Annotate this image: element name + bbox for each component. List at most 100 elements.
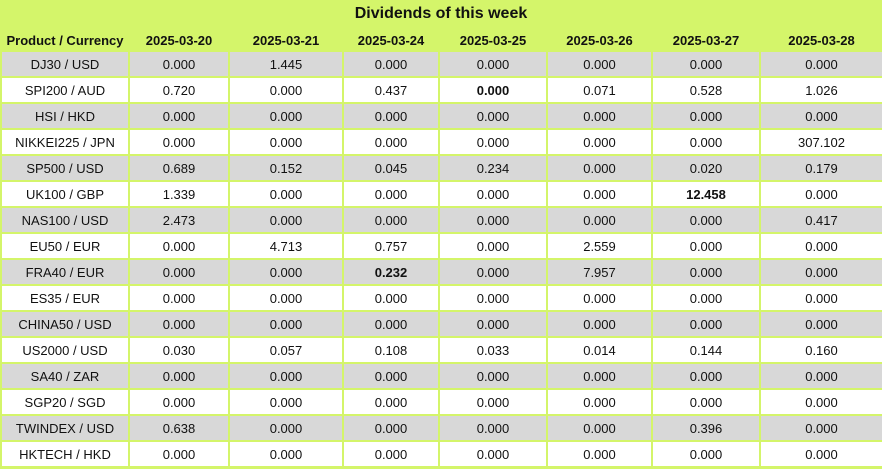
table-row: CHINA50 / USD 0.000 0.000 0.000 0.000 0.000 0.…	[0, 311, 882, 338]
table-row: EU50 / EUR 0.000 4.713 0.757 0.000 2.559 0.000…	[0, 233, 882, 260]
dividend-cell: 0.000	[760, 415, 882, 442]
dividend-cell: 0.000	[129, 129, 230, 156]
table-row: HKTECH / HKD 0.000 0.000 0.000 0.000 0.000 0.0…	[0, 441, 882, 468]
dividend-cell: 0.000	[652, 285, 761, 312]
dividend-cell: 1.339	[129, 181, 230, 208]
dividend-cell: 0.000	[229, 363, 344, 390]
dividend-cell: 0.000	[439, 129, 548, 156]
product-cell: SPI200 / AUD	[0, 77, 130, 104]
dividend-cell: 0.000	[439, 103, 548, 130]
dividend-cell: 0.000	[547, 311, 653, 338]
dividend-cell: 0.000	[229, 415, 344, 442]
dividend-cell: 0.000	[439, 207, 548, 234]
dividend-cell: 2.473	[129, 207, 230, 234]
table-row: FRA40 / EUR 0.000 0.000 0.232 0.000 7.957 0.00…	[0, 259, 882, 286]
product-cell: ES35 / EUR	[0, 285, 130, 312]
dividend-cell: 0.000	[343, 441, 440, 468]
product-cell: EU50 / EUR	[0, 233, 130, 260]
column-header-date: 2025-03-28	[760, 28, 882, 52]
dividend-cell: 0.689	[129, 155, 230, 182]
dividend-cell: 0.045	[343, 155, 440, 182]
dividend-cell: 1.026	[760, 77, 882, 104]
dividend-cell: 0.000	[129, 363, 230, 390]
dividend-cell: 0.000	[439, 389, 548, 416]
dividend-cell: 0.000	[439, 415, 548, 442]
dividend-cell: 0.000	[760, 389, 882, 416]
dividend-cell: 0.144	[652, 337, 761, 364]
dividend-cell: 0.000	[129, 103, 230, 130]
dividend-cell: 0.000	[547, 207, 653, 234]
dividend-cell: 0.528	[652, 77, 761, 104]
product-cell: HKTECH / HKD	[0, 441, 130, 468]
dividend-cell: 0.000	[343, 103, 440, 130]
dividend-cell: 0.000	[129, 285, 230, 312]
table-row: SGP20 / SGD 0.000 0.000 0.000 0.000 0.000 0.00…	[0, 389, 882, 416]
dividend-cell: 0.108	[343, 337, 440, 364]
dividend-cell: 0.057	[229, 337, 344, 364]
column-header-date: 2025-03-25	[439, 28, 547, 52]
dividend-cell: 0.000	[343, 389, 440, 416]
column-header-date: 2025-03-20	[129, 28, 229, 52]
table-title: Dividends of this week	[0, 0, 882, 28]
dividend-cell: 0.000	[547, 363, 653, 390]
column-header-date: 2025-03-24	[343, 28, 439, 52]
product-cell: NAS100 / USD	[0, 207, 130, 234]
dividend-cell: 0.000	[129, 233, 230, 260]
dividend-cell: 0.000	[760, 103, 882, 130]
dividend-cell: 0.000	[229, 129, 344, 156]
dividend-cell: 0.000	[652, 441, 761, 468]
dividend-cell: 0.000	[343, 415, 440, 442]
dividend-cell: 0.000	[652, 363, 761, 390]
dividend-cell: 0.000	[343, 207, 440, 234]
table-row: NIKKEI225 / JPN 0.000 0.000 0.000 0.000 0.000…	[0, 129, 882, 156]
dividend-cell: 0.000	[129, 311, 230, 338]
dividend-cell: 0.000	[547, 181, 653, 208]
dividend-cell: 0.000	[652, 103, 761, 130]
product-cell: HSI / HKD	[0, 103, 130, 130]
dividend-cell: 0.000	[439, 441, 548, 468]
table-row: US2000 / USD 0.030 0.057 0.108 0.033 0.014 0.1…	[0, 337, 882, 364]
dividend-cell: 0.000	[129, 259, 230, 286]
dividend-cell: 0.000	[229, 207, 344, 234]
table-row: ES35 / EUR 0.000 0.000 0.000 0.000 0.000 0.000…	[0, 285, 882, 312]
product-cell: NIKKEI225 / JPN	[0, 129, 130, 156]
dividend-cell: 0.000	[129, 441, 230, 468]
dividend-cell: 0.638	[129, 415, 230, 442]
dividend-cell: 0.000	[343, 285, 440, 312]
dividend-cell: 0.000	[343, 363, 440, 390]
table-row: DJ30 / USD 0.000 1.445 0.000 0.000 0.000 0.000…	[0, 52, 882, 78]
dividend-cell: 0.000	[652, 207, 761, 234]
dividend-cell: 4.713	[229, 233, 344, 260]
dividend-cell: 0.000	[129, 52, 230, 78]
column-header-date: 2025-03-26	[547, 28, 652, 52]
dividend-cell: 0.000	[652, 311, 761, 338]
dividend-cell: 0.000	[229, 311, 344, 338]
header-row: Product / Currency 2025-03-20 2025-03-21…	[1, 28, 882, 52]
dividend-cell: 0.000	[439, 181, 548, 208]
dividend-cell: 0.000	[760, 363, 882, 390]
product-cell: SGP20 / SGD	[0, 389, 130, 416]
product-cell: SP500 / USD	[0, 155, 130, 182]
dividend-cell: 12.458	[652, 181, 761, 208]
dividend-cell: 0.000	[652, 52, 761, 78]
column-header-date: 2025-03-27	[652, 28, 760, 52]
dividend-cell: 0.020	[652, 155, 761, 182]
dividend-cell: 0.000	[343, 311, 440, 338]
product-cell: US2000 / USD	[0, 337, 130, 364]
dividend-cell: 0.000	[760, 311, 882, 338]
dividend-cell: 0.000	[760, 441, 882, 468]
dividend-cell: 0.000	[229, 441, 344, 468]
dividend-cell: 0.000	[343, 129, 440, 156]
dividend-cell: 0.000	[652, 129, 761, 156]
dividend-cell: 0.000	[547, 103, 653, 130]
dividend-cell: 0.000	[547, 285, 653, 312]
dividend-cell: 1.445	[229, 52, 344, 78]
dividend-cell: 0.152	[229, 155, 344, 182]
dividend-cell: 0.000	[439, 77, 548, 104]
dividend-cell: 0.000	[229, 259, 344, 286]
dividend-cell: 0.000	[229, 77, 344, 104]
dividend-cell: 0.000	[652, 233, 761, 260]
dividend-cell: 0.000	[439, 233, 548, 260]
table-row: SP500 / USD 0.689 0.152 0.045 0.234 0.000 0.02…	[0, 155, 882, 182]
